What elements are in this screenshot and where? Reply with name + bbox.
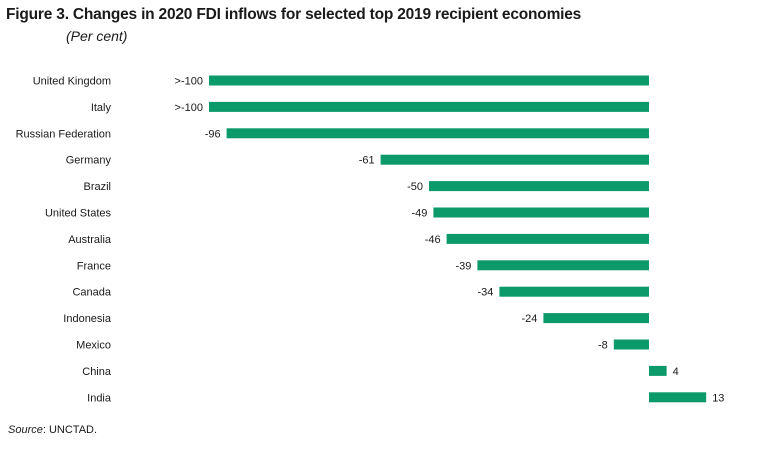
category-label-germany: Germany <box>66 155 112 167</box>
bar-india <box>649 392 707 403</box>
category-label-china: China <box>82 366 112 378</box>
source-text: : UNCTAD. <box>42 424 98 436</box>
bar-chart: United Kingdom >-100 Italy >-100 Russian Fed… <box>16 75 724 404</box>
value-label-mexico: -8 <box>598 340 608 352</box>
category-label-italy: Italy <box>91 102 112 114</box>
category-label-indonesia: Indonesia <box>63 313 112 325</box>
value-label-united-states: -49 <box>411 208 427 220</box>
bar-italy <box>209 101 649 112</box>
bar-france <box>477 260 649 271</box>
bar-brazil <box>429 181 649 192</box>
source-note: Source: UNCTAD. <box>8 424 97 436</box>
value-label-india: 13 <box>712 392 724 404</box>
bar-china <box>649 365 667 376</box>
category-label-canada: Canada <box>72 287 111 299</box>
value-label-indonesia: -24 <box>521 313 537 325</box>
category-label-india: India <box>87 392 112 404</box>
value-label-china: 4 <box>673 366 679 378</box>
bar-united-states <box>433 207 649 218</box>
bar-mexico <box>613 339 649 350</box>
value-label-france: -39 <box>455 260 471 272</box>
category-label-france: France <box>77 260 111 272</box>
category-label-mexico: Mexico <box>76 340 111 352</box>
category-label-united-states: United States <box>45 208 112 220</box>
chart-title: Figure 3. Changes in 2020 FDI inflows fo… <box>6 6 582 23</box>
value-label-italy: >-100 <box>175 102 203 114</box>
chart-subtitle: (Per cent) <box>66 28 128 44</box>
category-label-brazil: Brazil <box>83 181 111 193</box>
value-label-united-kingdom: >-100 <box>175 76 203 88</box>
value-label-australia: -46 <box>425 234 441 246</box>
category-label-australia: Australia <box>68 234 112 246</box>
value-label-brazil: -50 <box>407 181 423 193</box>
bar-indonesia <box>543 313 649 324</box>
category-label-russian-federation: Russian Federation <box>16 128 111 140</box>
value-label-russian-federation: -96 <box>205 128 221 140</box>
bar-russian-federation <box>226 128 649 139</box>
bar-germany <box>380 154 649 165</box>
value-label-germany: -61 <box>359 155 375 167</box>
bar-canada <box>499 286 649 297</box>
bar-united-kingdom <box>209 75 649 86</box>
source-label: Source <box>8 424 43 436</box>
bar-australia <box>446 233 649 244</box>
value-label-canada: -34 <box>477 287 493 299</box>
category-label-united-kingdom: United Kingdom <box>33 76 111 88</box>
